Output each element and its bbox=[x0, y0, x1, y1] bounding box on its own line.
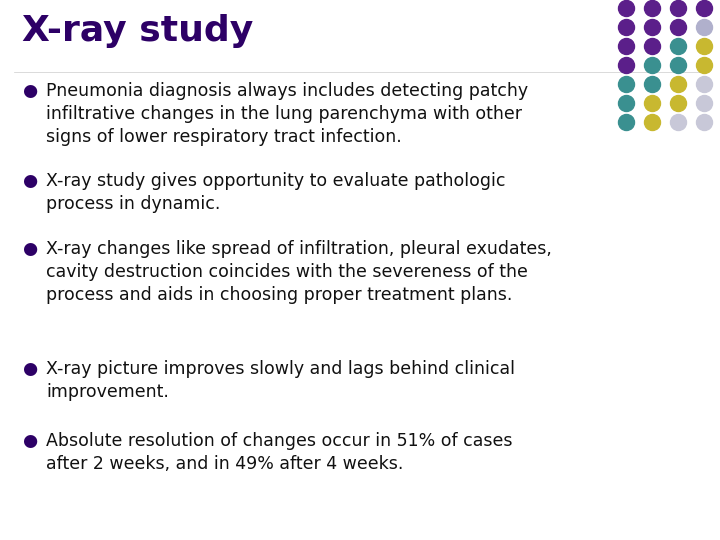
Point bbox=[620, 99, 631, 107]
Text: ●: ● bbox=[22, 82, 37, 100]
Text: Pneumonia diagnosis always includes detecting patchy
infiltrative changes in the: Pneumonia diagnosis always includes dete… bbox=[46, 82, 528, 146]
Point bbox=[672, 99, 684, 107]
Point bbox=[698, 80, 710, 89]
Point bbox=[698, 23, 710, 31]
Point bbox=[647, 118, 658, 126]
Point bbox=[620, 80, 631, 89]
Point bbox=[647, 4, 658, 12]
Point bbox=[672, 60, 684, 69]
Point bbox=[672, 42, 684, 50]
Point bbox=[698, 4, 710, 12]
Point bbox=[698, 60, 710, 69]
Point bbox=[620, 60, 631, 69]
Point bbox=[620, 23, 631, 31]
Text: ●: ● bbox=[22, 432, 37, 450]
Point bbox=[647, 42, 658, 50]
Text: Absolute resolution of changes occur in 51% of cases
after 2 weeks, and in 49% a: Absolute resolution of changes occur in … bbox=[46, 432, 513, 473]
Point bbox=[647, 60, 658, 69]
Point bbox=[672, 118, 684, 126]
Point bbox=[620, 4, 631, 12]
Text: X-ray study: X-ray study bbox=[22, 14, 253, 48]
Point bbox=[647, 23, 658, 31]
Text: ●: ● bbox=[22, 240, 37, 258]
Point bbox=[698, 99, 710, 107]
Text: X-ray study gives opportunity to evaluate pathologic
process in dynamic.: X-ray study gives opportunity to evaluat… bbox=[46, 172, 505, 213]
Text: X-ray changes like spread of infiltration, pleural exudates,
cavity destruction : X-ray changes like spread of infiltratio… bbox=[46, 240, 552, 304]
Point bbox=[620, 118, 631, 126]
Point bbox=[672, 4, 684, 12]
Point bbox=[620, 42, 631, 50]
Point bbox=[698, 118, 710, 126]
Text: ●: ● bbox=[22, 172, 37, 190]
Point bbox=[647, 99, 658, 107]
Point bbox=[672, 80, 684, 89]
Point bbox=[672, 23, 684, 31]
Point bbox=[698, 42, 710, 50]
Point bbox=[647, 80, 658, 89]
Text: ●: ● bbox=[22, 360, 37, 378]
Text: X-ray picture improves slowly and lags behind clinical
improvement.: X-ray picture improves slowly and lags b… bbox=[46, 360, 515, 401]
